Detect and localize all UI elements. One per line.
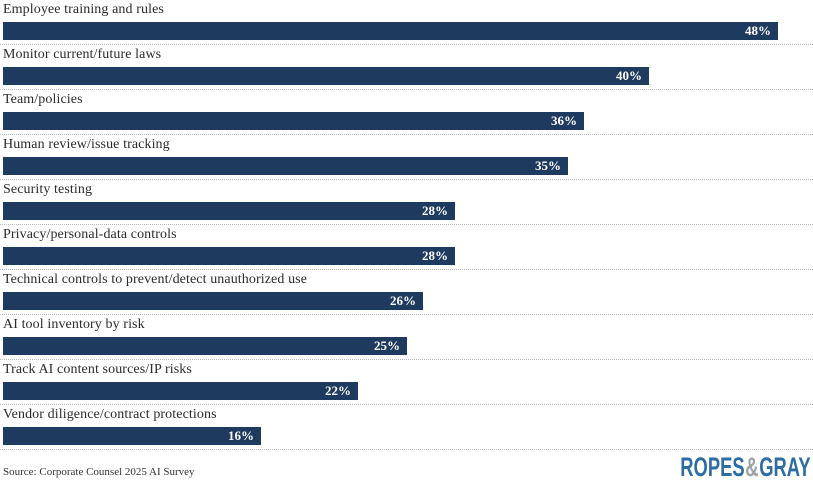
category-label: Team/policies	[3, 92, 83, 107]
bar-track: 26%	[3, 292, 813, 310]
bar-track: 35%	[3, 157, 813, 175]
bar-track: 36%	[3, 112, 813, 130]
chart-row: Track AI content sources/IP risks 22%	[0, 360, 813, 405]
bar: 36%	[3, 112, 584, 130]
bar: 28%	[3, 247, 455, 265]
bar-track: 25%	[3, 337, 813, 355]
category-label: Technical controls to prevent/detect una…	[3, 272, 308, 287]
bar-track: 28%	[3, 202, 813, 220]
ropes-gray-logo: ROPES&GRAY	[681, 454, 811, 481]
category-label: Track AI content sources/IP risks	[3, 362, 192, 377]
bar-value-label: 26%	[390, 293, 416, 308]
chart-row: Employee training and rules 48%	[0, 0, 813, 45]
bar-value-label: 28%	[422, 248, 448, 263]
category-label: Monitor current/future laws	[3, 47, 162, 62]
logo-word-ropes: ROPES	[680, 452, 746, 482]
category-label: Privacy/personal-data controls	[3, 227, 177, 242]
chart-row: Vendor diligence/contract protections 16…	[0, 405, 813, 450]
chart-row: Privacy/personal-data controls 28%	[0, 225, 813, 270]
bar: 48%	[3, 22, 778, 40]
bar: 22%	[3, 382, 358, 400]
category-label: Security testing	[3, 182, 93, 197]
chart-footer: Source: Corporate Counsel 2025 AI Survey…	[0, 450, 813, 484]
category-label: Vendor diligence/contract protections	[3, 407, 217, 422]
source-note: Source: Corporate Counsel 2025 AI Survey	[3, 466, 195, 478]
bar-track: 40%	[3, 67, 813, 85]
chart-row: Technical controls to prevent/detect una…	[0, 270, 813, 315]
bar: 25%	[3, 337, 407, 355]
chart-row: Team/policies 36%	[0, 90, 813, 135]
bar-value-label: 22%	[325, 383, 351, 398]
bar-value-label: 28%	[422, 203, 448, 218]
bar: 26%	[3, 292, 423, 310]
chart-row: AI tool inventory by risk 25%	[0, 315, 813, 360]
chart-row: Security testing 28%	[0, 180, 813, 225]
bar-value-label: 16%	[228, 428, 254, 443]
bar: 28%	[3, 202, 455, 220]
bar-track: 16%	[3, 427, 813, 445]
bar-track: 22%	[3, 382, 813, 400]
category-label: Human review/issue tracking	[3, 137, 170, 152]
bar-value-label: 25%	[374, 338, 400, 353]
category-label: AI tool inventory by risk	[3, 317, 145, 332]
bar-track: 48%	[3, 22, 813, 40]
bar-track: 28%	[3, 247, 813, 265]
chart-rows: Employee training and rules 48% Monitor …	[0, 0, 813, 450]
bar-value-label: 40%	[616, 68, 642, 83]
bar-value-label: 35%	[535, 158, 561, 173]
bar: 40%	[3, 67, 649, 85]
logo-word-gray: GRAY	[759, 452, 811, 482]
logo-ampersand: &	[745, 452, 759, 482]
chart-row: Monitor current/future laws 40%	[0, 45, 813, 90]
chart-row: Human review/issue tracking 35%	[0, 135, 813, 180]
bar-value-label: 36%	[551, 113, 577, 128]
bar: 16%	[3, 427, 261, 445]
bar-value-label: 48%	[745, 23, 771, 38]
category-label: Employee training and rules	[3, 2, 164, 17]
bar: 35%	[3, 157, 568, 175]
